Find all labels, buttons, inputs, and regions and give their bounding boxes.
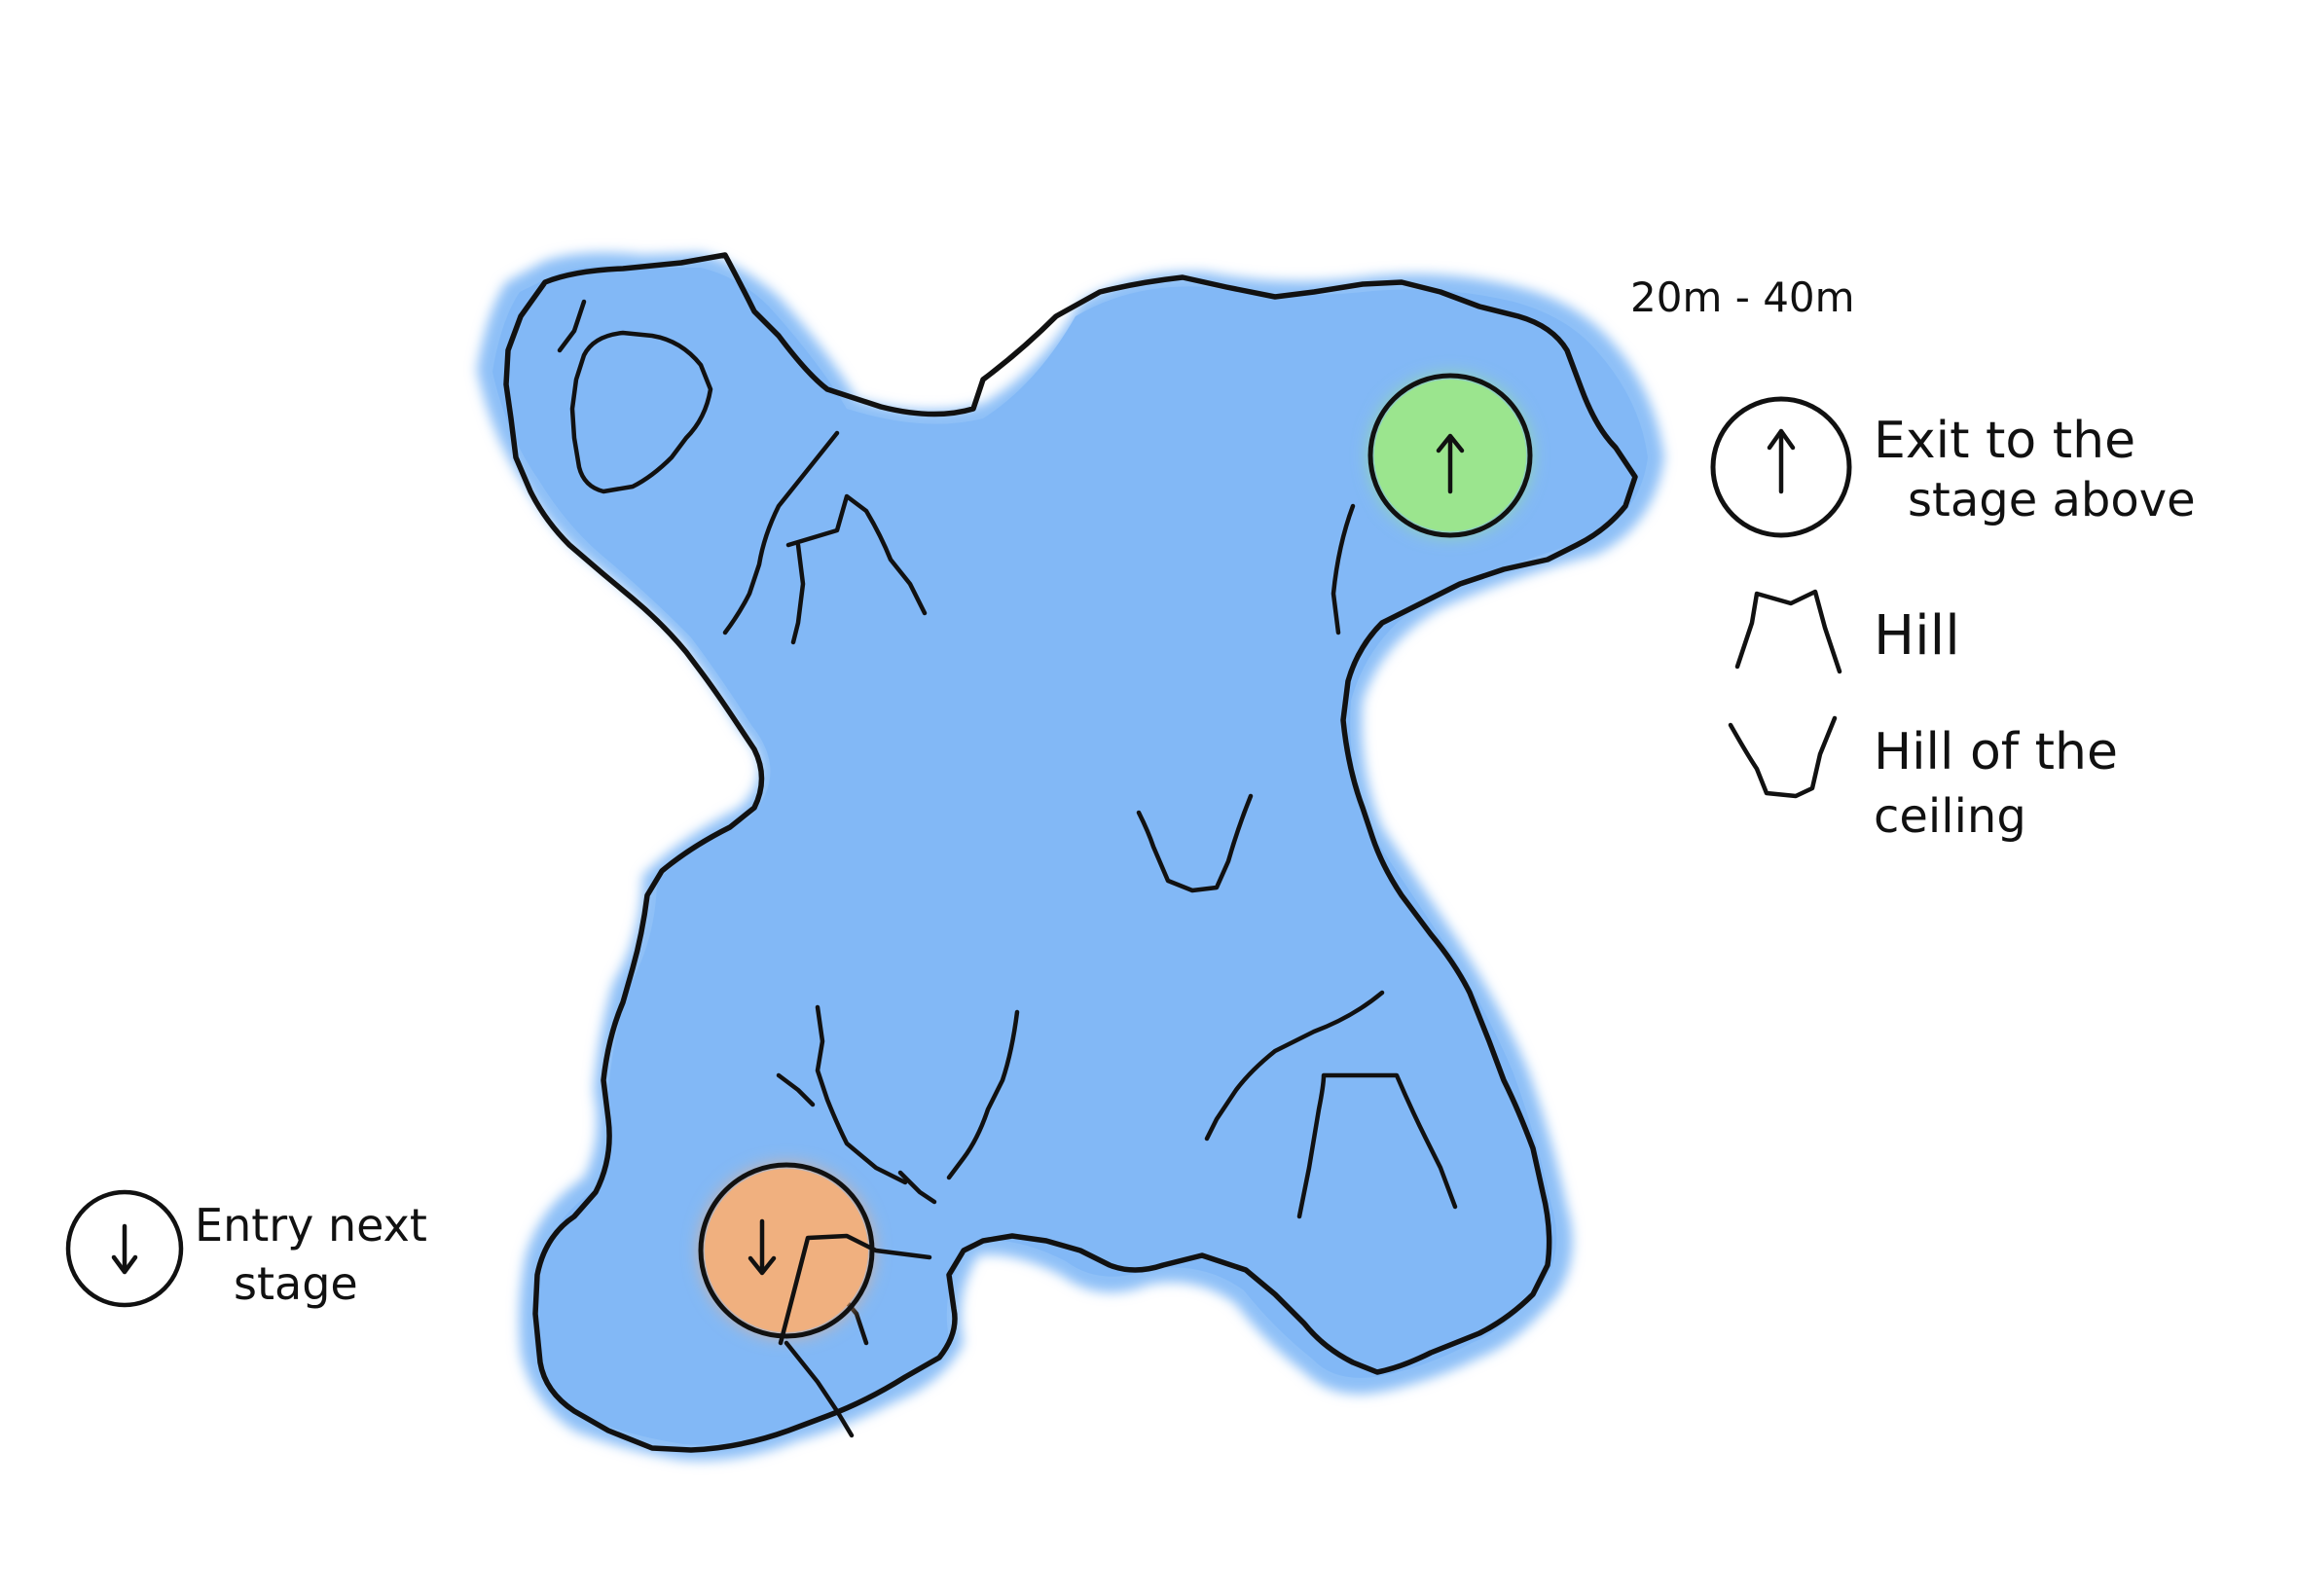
ridge-7 [1204,990,1385,1142]
entry-marker[interactable] [698,1162,932,1438]
depth-label: 20m - 40m [1630,273,1855,321]
exit-circle [1367,373,1533,538]
legend-entry-line2: stage [234,1257,358,1310]
hill-peak-2 [1296,1072,1458,1219]
entry-ridge [778,1233,932,1346]
ceiling-hill-1 [1136,793,1254,893]
ridge-10 [557,299,587,353]
ridge-4 [946,1009,1020,1180]
legend-ceiling-line1: Hill of the [1874,723,2118,781]
legend-entry-line1: Entry next [195,1199,427,1251]
entry-ridge-2 [784,1340,855,1438]
rock-island-outline [569,330,713,494]
legend-exit-line1: Exit to the [1874,412,2135,470]
ridge-6 [897,1170,937,1205]
up-arrow-icon [1436,433,1465,494]
down-arrow-icon [747,1218,777,1276]
legend-hill-label: Hill [1874,604,1960,668]
hill-icon [1734,589,1842,674]
down-arrow-circle-icon [65,1189,184,1308]
exit-marker[interactable] [1367,373,1533,538]
ridge-11 [1331,503,1356,635]
cave-fill [492,266,1648,1445]
ridge-3 [815,1004,908,1185]
legend-ceiling-hill: Hill of the ceiling [1728,715,2118,844]
cave-area [477,252,1664,1461]
entry-fill [705,1169,868,1332]
hill-peak-1 [785,493,928,616]
ridge-2 [790,542,806,645]
cave-wall-outline [503,252,1638,1453]
legend-ceiling-line2: ceiling [1874,789,2026,844]
legend-exit-line2: stage above [1908,473,2196,527]
legend-exit: Exit to the stage above [1710,396,2196,538]
ceiling-hill-icon [1728,715,1838,799]
terrain-marks [557,299,1458,1346]
ridge-5 [776,1072,816,1107]
ridge-1 [722,430,840,635]
legend-hill: Hill [1734,589,1960,674]
legend-entry: Entry next stage [65,1189,427,1310]
up-arrow-circle-icon [1710,396,1852,538]
